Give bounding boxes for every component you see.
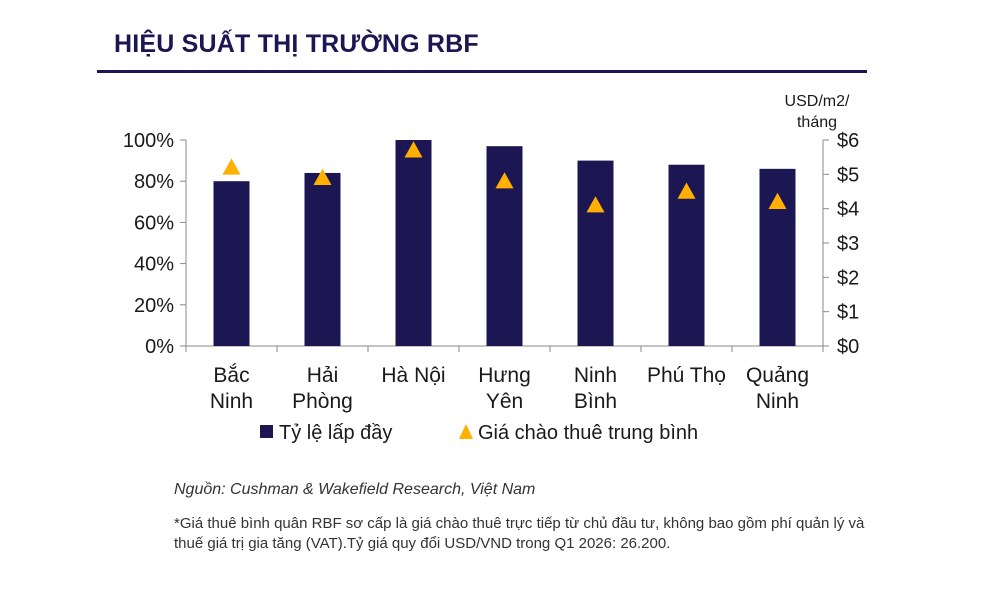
- bar-tỷ-lệ-lấp-đầy: [395, 140, 432, 346]
- category-label: Ninh: [574, 364, 617, 387]
- legend-marker-label: Giá chào thuê trung bình: [478, 422, 698, 444]
- left-axis-tick-label: 80%: [134, 171, 174, 193]
- category-label: Quảng: [746, 364, 809, 387]
- right-axis-tick-label: $0: [837, 336, 859, 358]
- bar-tỷ-lệ-lấp-đầy: [304, 172, 341, 346]
- right-axis-title: tháng: [797, 114, 837, 131]
- marker-giá-chào-thuê: [586, 196, 605, 213]
- category-label: Hải: [307, 364, 339, 387]
- right-axis-tick-label: $6: [837, 130, 859, 152]
- marker-giá-chào-thuê: [313, 168, 332, 185]
- marker-giá-chào-thuê: [677, 182, 696, 199]
- bar-tỷ-lệ-lấp-đầy: [213, 181, 250, 346]
- legend-bar-swatch: [260, 425, 273, 438]
- category-label: Bắc: [213, 364, 249, 387]
- right-axis-tick-label: $3: [837, 233, 859, 255]
- left-axis-tick-label: 20%: [134, 295, 174, 317]
- left-axis-tick-label: 100%: [123, 130, 174, 152]
- legend-bar-label: Tỷ lệ lấp đầy: [279, 422, 392, 444]
- marker-giá-chào-thuê: [222, 158, 241, 175]
- category-label: Bình: [574, 390, 617, 413]
- marker-giá-chào-thuê: [404, 141, 423, 158]
- category-label: Hà Nội: [381, 364, 445, 387]
- left-axis-tick-label: 0%: [145, 336, 174, 358]
- right-axis-tick-label: $2: [837, 267, 859, 289]
- title-divider: [97, 70, 867, 73]
- category-label: Yên: [486, 390, 523, 413]
- footnote: *Giá thuê bình quân RBF sơ cấp là giá ch…: [174, 515, 865, 552]
- category-label: Ninh: [210, 390, 253, 413]
- category-label: Hưng: [478, 364, 531, 387]
- source-note: Nguồn: Cushman & Wakefield Research, Việ…: [174, 481, 536, 498]
- marker-giá-chào-thuê: [768, 192, 787, 209]
- right-axis-tick-label: $4: [837, 199, 859, 221]
- category-label: Phòng: [292, 390, 353, 413]
- left-axis-tick-label: 60%: [134, 212, 174, 234]
- page-title: HIỆU SUẤT THỊ TRƯỜNG RBF: [114, 30, 479, 58]
- chart: 0% 20% 40% 60% 80% 100% $0 $1 $2 $3 $4 $5 $6 USD/m2/t…: [123, 93, 859, 444]
- legend-marker-swatch: [459, 424, 473, 439]
- right-axis-tick-label: $1: [837, 302, 859, 324]
- category-label: Phú Thọ: [647, 364, 726, 387]
- category-label: Ninh: [756, 390, 799, 413]
- right-axis-title: USD/m2/: [785, 93, 850, 110]
- marker-giá-chào-thuê: [495, 172, 514, 189]
- bar-tỷ-lệ-lấp-đầy: [577, 160, 614, 346]
- right-axis-tick-label: $5: [837, 164, 859, 186]
- left-axis-tick-label: 40%: [134, 254, 174, 276]
